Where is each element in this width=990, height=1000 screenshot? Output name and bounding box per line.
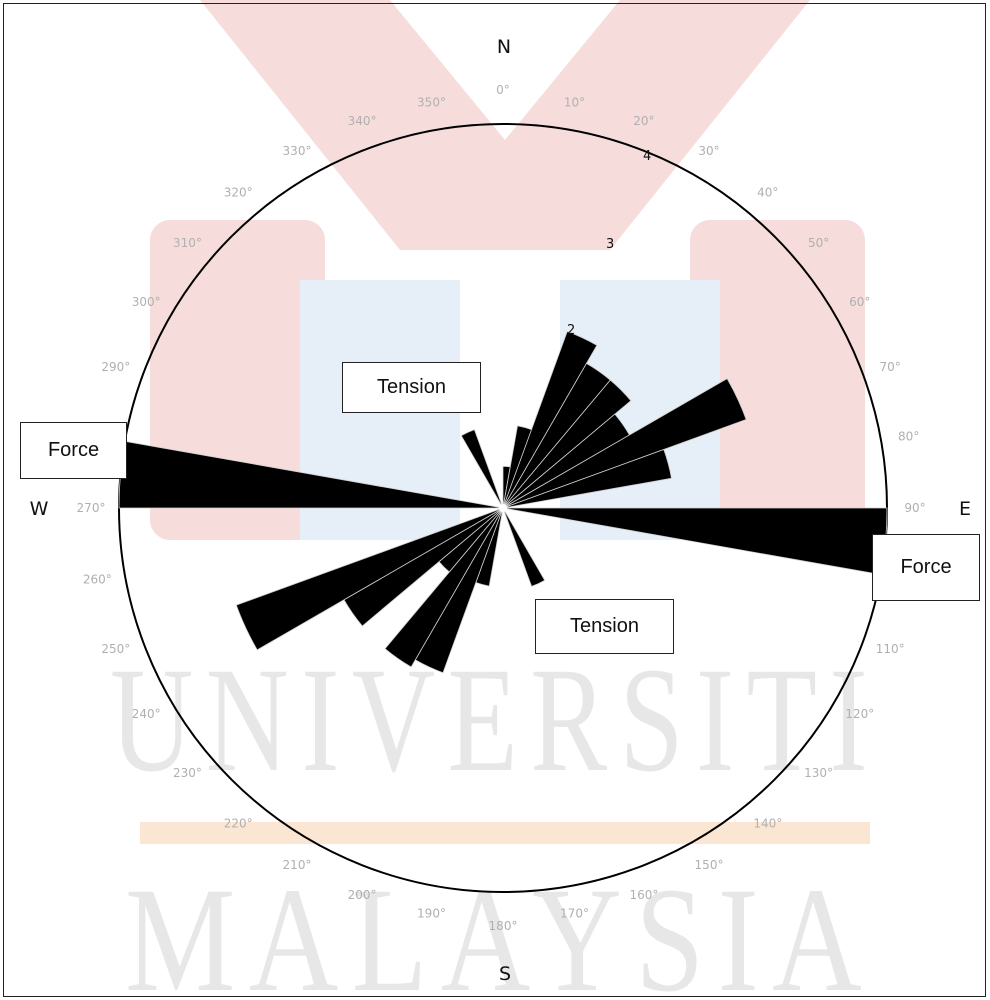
petal-60-70 [502,378,747,509]
angle-label-210: 210° [283,858,312,872]
petal-210-220 [384,507,504,668]
angle-label-350: 350° [417,95,446,109]
force-label-west: Force [20,422,127,479]
cardinal-west: W [30,498,49,520]
watermark-line1: UNIVERSITI [110,637,880,803]
angle-label-60: 60° [849,295,870,309]
watermark-orange-bar [140,822,870,844]
angle-label-260: 260° [83,573,112,587]
angle-label-160: 160° [629,888,658,902]
rose-petals [118,330,888,674]
watermark-red-right-bar [690,220,865,540]
angle-label-30: 30° [698,144,719,158]
angle-label-270: 270° [77,501,106,515]
petal-40-50 [502,379,632,509]
angle-label-50: 50° [808,236,829,250]
angle-label-290: 290° [101,360,130,374]
tension-label-upper: Tension [342,362,481,413]
angle-label-300: 300° [132,295,161,309]
angle-label-150: 150° [695,858,724,872]
angle-label-170: 170° [560,907,589,921]
angle-labels: 0°10°20°30°40°50°60°70°80°90°100°110°120… [77,83,926,933]
angle-label-340: 340° [348,114,377,128]
cardinal-east: E [959,498,971,520]
angle-label-220: 220° [224,817,253,831]
angle-label-200: 200° [348,888,377,902]
watermark-logo: UNIVERSITI MALAYSIA [110,0,880,1000]
figure-frame [3,3,986,997]
angle-label-130: 130° [804,766,833,780]
ring-label-2: 2 [567,323,575,338]
watermark-line2: MALAYSIA [125,857,875,1000]
watermark-red-shape [200,0,810,250]
angle-label-0: 0° [496,83,510,97]
petal-20-30 [502,330,598,509]
center-hub [499,504,507,512]
tension-label-lower: Tension [535,599,674,654]
angle-label-20: 20° [633,114,654,128]
angle-label-310: 310° [173,236,202,250]
angle-label-230: 230° [173,766,202,780]
angle-label-90: 90° [904,501,925,515]
angle-label-140: 140° [753,817,782,831]
angle-label-240: 240° [132,707,161,721]
angle-label-330: 330° [283,144,312,158]
petal-330-340 [460,429,504,509]
angle-label-250: 250° [101,642,130,656]
angle-label-190: 190° [417,907,446,921]
petal-240-250 [235,507,504,651]
angle-label-80: 80° [898,430,919,444]
ring-label-4: 4 [643,149,651,164]
angle-label-40: 40° [757,185,778,199]
angle-label-110: 110° [876,642,905,656]
angle-label-320: 320° [224,185,253,199]
angle-label-70: 70° [880,360,901,374]
cardinal-south: S [499,963,511,985]
petal-150-160 [502,507,546,587]
force-label-east: Force [872,534,980,601]
angle-label-120: 120° [845,707,874,721]
angle-label-180: 180° [489,919,518,933]
angle-label-10: 10° [564,95,585,109]
petal-70-80 [502,448,672,509]
ring-label-3: 3 [606,237,614,252]
cardinal-north: N [497,36,511,58]
